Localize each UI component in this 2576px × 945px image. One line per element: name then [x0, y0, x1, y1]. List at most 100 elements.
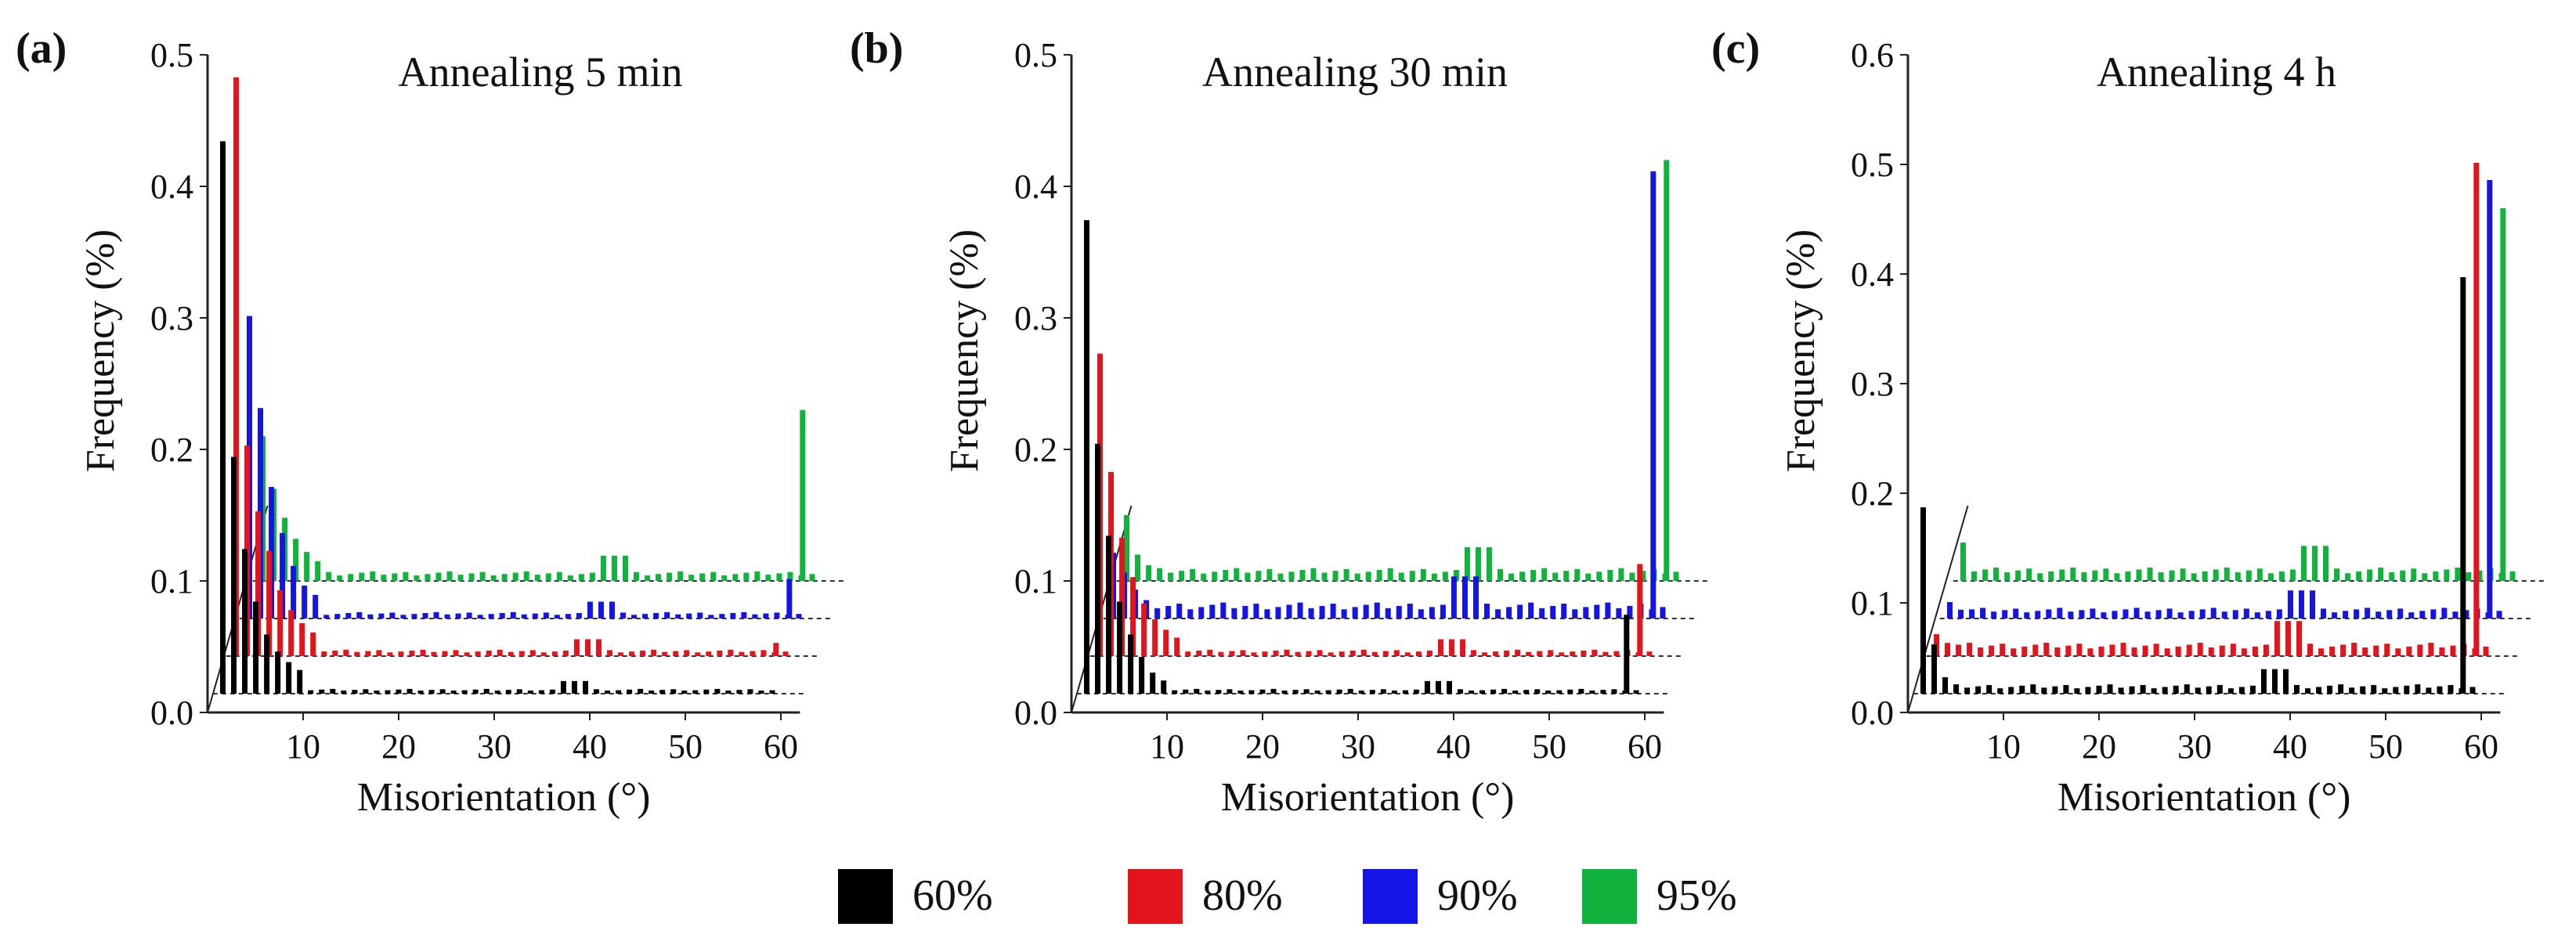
bar	[638, 688, 644, 694]
bar	[529, 650, 536, 656]
bar	[1227, 689, 1233, 694]
panel-title: Annealing 4 h	[2097, 49, 2336, 96]
bar	[2419, 611, 2426, 619]
bar	[2186, 644, 2192, 656]
bar	[409, 650, 415, 656]
bar	[2076, 644, 2083, 656]
bar	[2430, 609, 2437, 619]
bar	[450, 691, 457, 694]
panel-3: (c) Annealing 4 h 0.0 0.1 0.2 0.3 0.4 0.5 0.6 10 2…	[1711, 24, 2546, 820]
bar	[494, 691, 500, 694]
bar	[2107, 684, 2113, 694]
bar	[540, 652, 547, 656]
bar	[532, 613, 538, 619]
bar	[1402, 690, 1408, 694]
bar	[1150, 673, 1156, 694]
bar	[1212, 572, 1218, 581]
x-axis-title: Misorientation (°)	[2058, 775, 2351, 820]
bar	[345, 612, 352, 619]
bar	[1453, 569, 1459, 581]
bar	[1380, 689, 1386, 694]
bar	[2011, 648, 2017, 656]
bar	[2217, 684, 2223, 694]
bar-high-angle	[800, 409, 806, 581]
bar	[2133, 608, 2140, 619]
bar	[1600, 690, 1606, 694]
bar	[761, 650, 767, 656]
bar	[1365, 572, 1371, 581]
panel-title: Annealing 30 min	[1202, 49, 1508, 96]
bar	[1095, 443, 1101, 694]
bar	[2184, 684, 2190, 694]
bar	[385, 690, 391, 694]
bar	[1602, 651, 1609, 656]
bar	[1479, 690, 1486, 694]
bar	[2199, 609, 2206, 619]
y-tick-label: 0.6	[1851, 36, 1894, 74]
bar	[670, 689, 677, 694]
bar	[1581, 650, 1587, 656]
bar	[1218, 651, 1224, 656]
legend-swatch	[1363, 869, 1418, 924]
bar	[501, 574, 508, 581]
legend-label: 90%	[1437, 871, 1518, 920]
bar	[645, 575, 651, 581]
bar	[477, 615, 483, 619]
bar	[2068, 611, 2074, 619]
bar	[1382, 651, 1389, 656]
bar	[428, 690, 435, 694]
bar	[1530, 569, 1537, 581]
bar	[2015, 570, 2021, 581]
bar	[1931, 644, 1938, 694]
bar	[2164, 648, 2170, 656]
bar	[2000, 644, 2006, 656]
bar	[758, 691, 764, 694]
bar	[2294, 684, 2300, 694]
bar	[1117, 601, 1123, 694]
bar	[1517, 604, 1523, 619]
bar	[1369, 690, 1375, 694]
bar	[1321, 572, 1328, 581]
bar	[464, 652, 470, 656]
bar	[1991, 611, 1997, 619]
bar	[710, 572, 717, 581]
bar	[2043, 643, 2050, 656]
bar	[341, 691, 347, 694]
bar	[323, 615, 330, 619]
bar	[2384, 644, 2390, 656]
bar	[1325, 690, 1331, 694]
bar	[1374, 602, 1380, 619]
bar	[2318, 648, 2325, 656]
bar	[490, 575, 497, 581]
bar	[2343, 611, 2349, 619]
bar	[1967, 643, 1973, 656]
bar	[2311, 546, 2318, 581]
bar	[2362, 647, 2368, 656]
bar	[2298, 590, 2304, 619]
bar	[681, 691, 688, 694]
bar	[442, 651, 448, 656]
bar	[1464, 546, 1470, 581]
bar	[1989, 645, 1995, 656]
bar	[2408, 612, 2415, 619]
bar	[348, 574, 354, 581]
bar	[1398, 572, 1404, 581]
bar	[2155, 610, 2162, 619]
x-tick-label: 10	[286, 727, 320, 766]
bar	[1493, 651, 1499, 656]
bar	[1585, 573, 1591, 581]
bar	[2296, 621, 2302, 656]
series-60%	[212, 141, 806, 694]
bar	[1270, 688, 1277, 694]
bar	[1539, 608, 1545, 619]
bar	[2389, 572, 2395, 581]
bar	[387, 652, 393, 656]
bar	[1519, 572, 1526, 581]
bar	[2289, 569, 2296, 581]
bar	[2509, 571, 2516, 581]
bar	[483, 688, 490, 694]
bar	[2123, 609, 2129, 619]
bar	[1288, 572, 1295, 581]
bar	[2367, 569, 2373, 581]
